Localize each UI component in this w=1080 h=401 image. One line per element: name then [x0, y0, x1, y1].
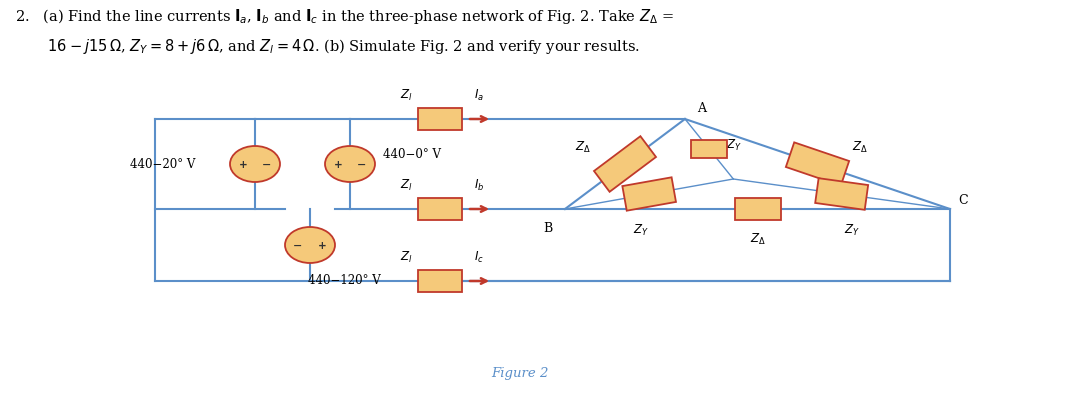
Text: 440−20° V: 440−20° V [130, 158, 195, 171]
Text: A: A [697, 102, 706, 115]
Text: $Z_Y$: $Z_Y$ [633, 223, 649, 237]
Polygon shape [786, 143, 849, 186]
Text: $Z_l$: $Z_l$ [401, 249, 413, 264]
Text: +: + [318, 241, 326, 250]
Ellipse shape [285, 227, 335, 263]
FancyBboxPatch shape [418, 270, 462, 292]
Text: B: B [543, 221, 553, 235]
Text: $I_c$: $I_c$ [474, 249, 484, 264]
Text: −: − [294, 241, 302, 250]
FancyBboxPatch shape [418, 109, 462, 131]
FancyBboxPatch shape [418, 198, 462, 221]
Text: −: − [357, 160, 367, 170]
Text: $Z_l$: $Z_l$ [401, 178, 413, 192]
Ellipse shape [230, 147, 280, 182]
Text: C: C [958, 194, 968, 207]
Text: Figure 2: Figure 2 [491, 366, 549, 379]
Text: $I_b$: $I_b$ [474, 178, 484, 192]
Polygon shape [691, 141, 727, 159]
Text: +: + [239, 160, 247, 170]
Text: $I_a$: $I_a$ [474, 88, 484, 103]
Text: $Z_l$: $Z_l$ [401, 88, 413, 103]
Ellipse shape [325, 147, 375, 182]
Polygon shape [734, 198, 781, 221]
Text: $Z_{\Delta}$: $Z_{\Delta}$ [851, 140, 867, 155]
Text: $Z_{\Delta}$: $Z_{\Delta}$ [750, 231, 766, 247]
Text: 440−120° V: 440−120° V [308, 273, 381, 286]
Text: +: + [334, 160, 342, 170]
Polygon shape [622, 178, 676, 211]
Text: $Z_Y$: $Z_Y$ [726, 137, 742, 152]
Text: 440−0° V: 440−0° V [383, 148, 441, 161]
Text: 2.   (a) Find the line currents $\mathbf{I}_a$, $\mathbf{I}_b$ and $\mathbf{I}_c: 2. (a) Find the line currents $\mathbf{I… [15, 7, 674, 26]
Text: $Z_Y$: $Z_Y$ [843, 223, 860, 237]
Text: −: − [262, 160, 272, 170]
Text: $Z_{\Delta}$: $Z_{\Delta}$ [575, 140, 591, 155]
Polygon shape [594, 137, 656, 192]
Polygon shape [815, 179, 868, 210]
Text: $16 - j15\,\Omega$, $Z_Y = 8 + j6\,\Omega$, and $Z_l = 4\,\Omega$. (b) Simulate : $16 - j15\,\Omega$, $Z_Y = 8 + j6\,\Omeg… [15, 37, 639, 56]
